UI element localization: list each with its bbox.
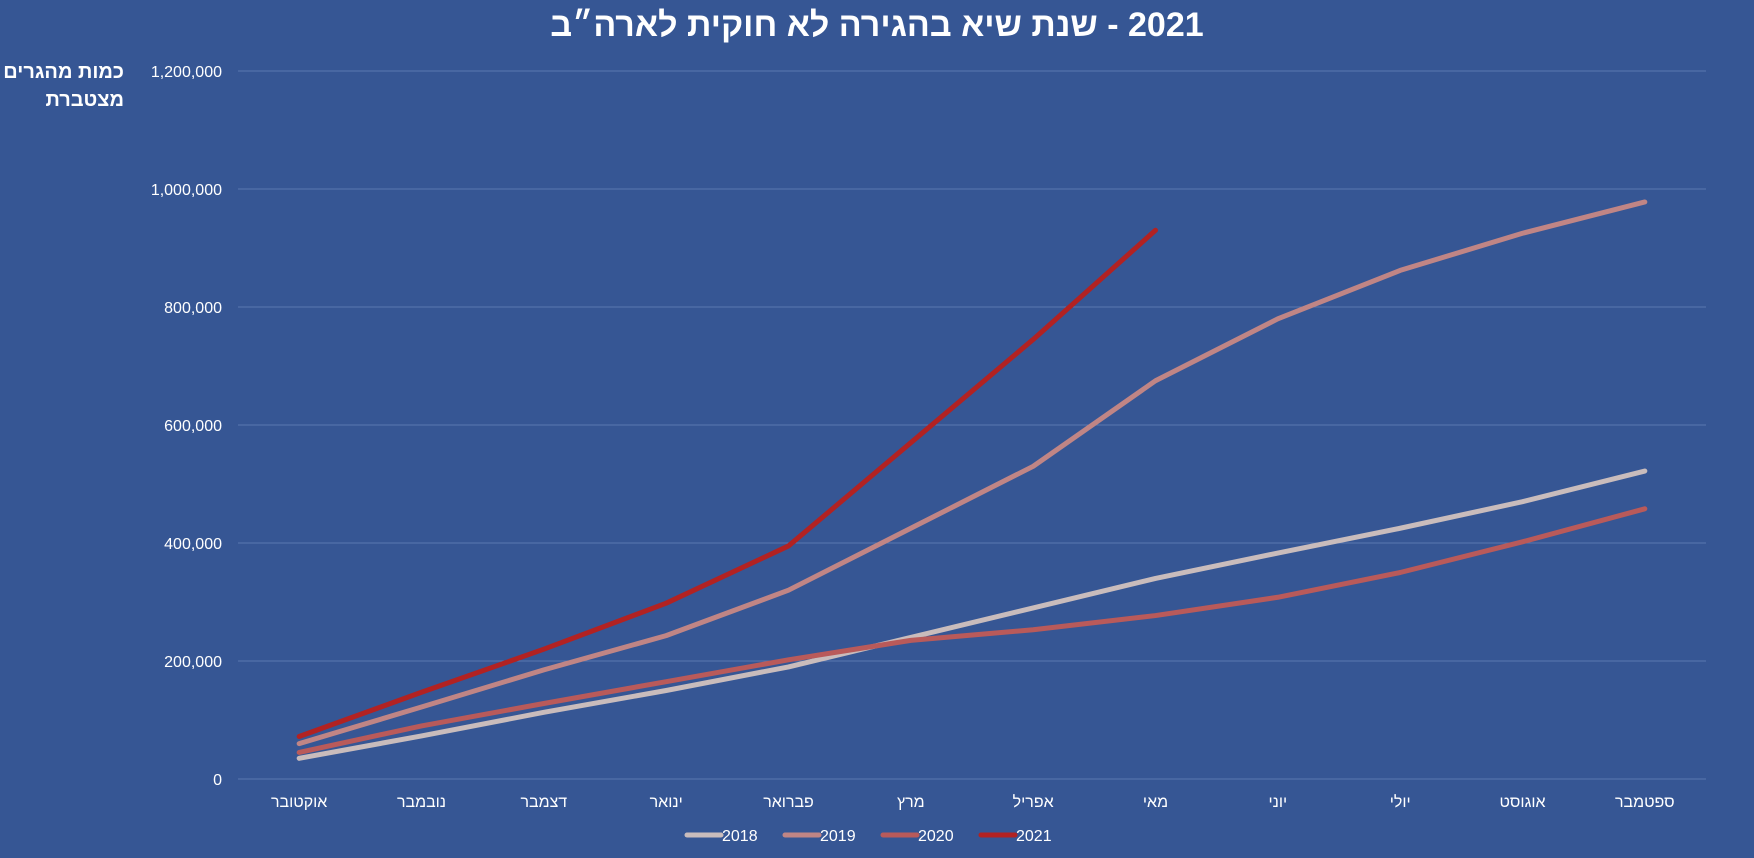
legend-label: 2021 [1016,828,1052,845]
legend-label: 2019 [820,828,856,845]
series-line-2018 [296,468,1648,761]
x-tick-label: ספטמבר [1615,794,1675,811]
y-tick-label: 1,200,000 [151,64,222,81]
y-axis-title: כמות מהגרים מצטברת [3,61,124,111]
x-tick-label: פברואר [763,794,814,811]
y-tick-label: 800,000 [164,300,222,317]
x-tick-label: אוגוסט [1499,794,1545,811]
y-tick-label: 0 [213,772,222,789]
x-tick-label: יולי [1390,793,1411,811]
x-tick-label: נובמבר [397,794,446,811]
series-line-2021 [296,227,1158,740]
x-tick-label: דצמבר [520,794,567,811]
x-tick-label: יוני [1268,794,1287,811]
series-line-2019 [296,199,1648,747]
legend-label: 2020 [918,828,954,845]
y-tick-label: 400,000 [164,536,222,553]
gridlines [238,70,1706,780]
y-axis-ticks: 0 200,000 400,000 600,000 800,000 1,000,000 1,… [151,64,222,789]
x-tick-label: ינואר [650,794,683,811]
legend-label: 2018 [722,828,758,845]
series-lines [296,199,1648,761]
series-line-2020 [296,506,1648,755]
x-axis-ticks: אוקטובר נובמבר דצמבר ינואר פברואר מרץ אפריל מאי… [271,793,1675,811]
x-tick-label: מרץ [897,794,925,811]
y-tick-label: 200,000 [164,654,222,671]
y-tick-label: 1,000,000 [151,182,222,199]
x-tick-label: מאי [1143,794,1168,811]
chart-title: 2021 - שנת שיא בהגירה לא חוקית לארה״ב [550,6,1204,44]
y-tick-label: 600,000 [164,418,222,435]
x-tick-label: אפריל [1013,793,1054,811]
x-tick-label: אוקטובר [271,794,327,811]
legend: 2018 2019 2020 2021 [684,828,1052,845]
